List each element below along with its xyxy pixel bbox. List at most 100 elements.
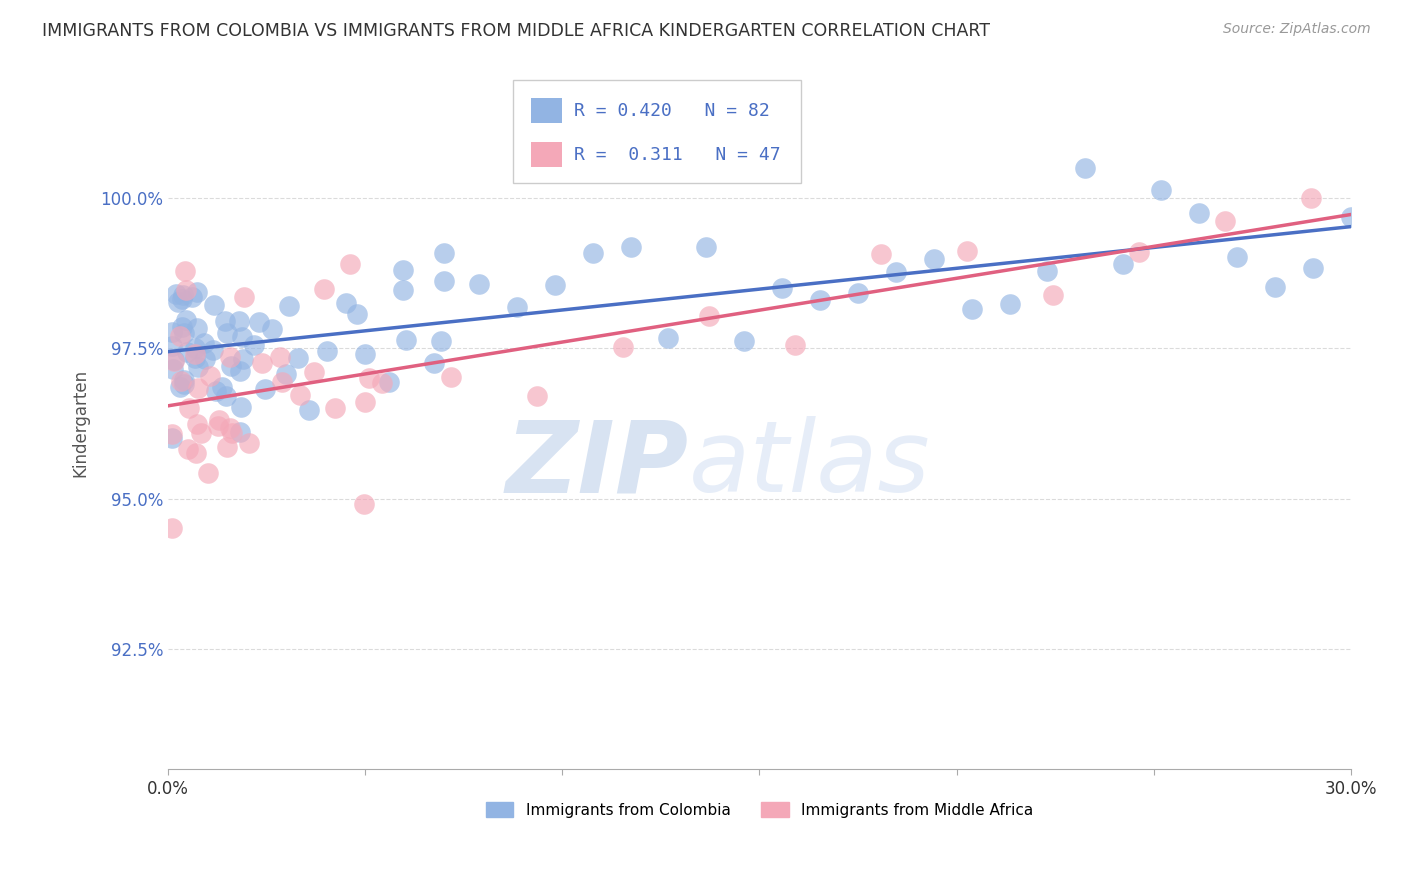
Point	[359, 370, 381, 384]
Point	[544, 277, 567, 292]
Point	[808, 293, 831, 307]
Point	[169, 380, 191, 394]
Point	[173, 326, 195, 341]
Point	[430, 334, 453, 349]
Point	[1128, 244, 1150, 259]
Point	[1112, 257, 1135, 271]
Point	[298, 402, 321, 417]
Text: ZIP: ZIP	[506, 417, 689, 514]
Point	[186, 320, 208, 334]
Point	[468, 277, 491, 292]
Point	[160, 339, 183, 353]
Point	[391, 283, 413, 297]
Point	[260, 322, 283, 336]
Point	[160, 426, 183, 441]
Point	[960, 301, 983, 316]
Point	[1213, 213, 1236, 227]
Point	[1188, 206, 1211, 220]
Point	[180, 290, 202, 304]
Legend: Immigrants from Colombia, Immigrants from Middle Africa: Immigrants from Colombia, Immigrants fro…	[479, 796, 1039, 824]
Point	[353, 497, 375, 511]
Point	[170, 319, 193, 334]
Point	[219, 350, 242, 364]
Point	[176, 283, 198, 297]
Text: Source: ZipAtlas.com: Source: ZipAtlas.com	[1223, 22, 1371, 37]
Point	[392, 263, 415, 277]
Point	[187, 380, 209, 394]
Point	[432, 274, 454, 288]
Point	[194, 351, 217, 366]
Point	[695, 239, 717, 253]
Point	[218, 421, 240, 435]
Point	[846, 285, 869, 300]
Y-axis label: Kindergarten: Kindergarten	[72, 369, 89, 477]
Point	[214, 314, 236, 328]
Point	[1302, 261, 1324, 276]
Point	[274, 368, 297, 382]
Point	[197, 467, 219, 481]
Point	[172, 288, 194, 302]
Point	[339, 257, 361, 271]
Point	[184, 347, 207, 361]
Point	[956, 244, 979, 258]
Point	[346, 307, 368, 321]
Point	[312, 282, 335, 296]
Point	[193, 336, 215, 351]
Point	[201, 343, 224, 358]
Point	[219, 359, 242, 373]
Text: R =  0.311   N = 47: R = 0.311 N = 47	[574, 146, 780, 164]
Point	[207, 418, 229, 433]
Point	[160, 431, 183, 445]
Point	[173, 377, 195, 392]
Point	[170, 375, 193, 389]
Point	[160, 325, 183, 339]
Text: IMMIGRANTS FROM COLOMBIA VS IMMIGRANTS FROM MIDDLE AFRICA KINDERGARTEN CORRELATI: IMMIGRANTS FROM COLOMBIA VS IMMIGRANTS F…	[42, 22, 990, 40]
Point	[229, 400, 252, 414]
Point	[785, 338, 807, 352]
Point	[1042, 288, 1064, 302]
Point	[269, 350, 291, 364]
Point	[371, 376, 394, 390]
Point	[506, 301, 529, 315]
Point	[160, 520, 183, 534]
Point	[423, 356, 446, 370]
Text: R = 0.420   N = 82: R = 0.420 N = 82	[574, 102, 769, 120]
Point	[323, 401, 346, 416]
Point	[302, 365, 325, 379]
Point	[174, 312, 197, 326]
Point	[221, 426, 243, 441]
Point	[162, 362, 184, 376]
Point	[232, 352, 254, 367]
Point	[229, 364, 252, 378]
Point	[184, 341, 207, 355]
Point	[176, 345, 198, 359]
Point	[620, 240, 643, 254]
Point	[231, 330, 253, 344]
Point	[733, 334, 755, 348]
Point	[167, 294, 190, 309]
Point	[335, 296, 357, 310]
Point	[184, 446, 207, 460]
Point	[1036, 264, 1059, 278]
Text: atlas: atlas	[689, 417, 931, 514]
Point	[173, 373, 195, 387]
Point	[176, 442, 198, 457]
Point	[582, 246, 605, 260]
Point	[270, 375, 292, 389]
Point	[190, 425, 212, 440]
Point	[354, 347, 377, 361]
Point	[1226, 250, 1249, 264]
Point	[228, 313, 250, 327]
Point	[215, 326, 238, 341]
Point	[998, 297, 1021, 311]
Point	[884, 265, 907, 279]
Point	[440, 370, 463, 384]
Point	[1074, 161, 1097, 175]
Point	[170, 292, 193, 306]
Point	[198, 369, 221, 384]
Point	[215, 389, 238, 403]
Point	[770, 281, 793, 295]
Point	[354, 394, 377, 409]
Point	[278, 299, 301, 313]
Point	[162, 353, 184, 368]
